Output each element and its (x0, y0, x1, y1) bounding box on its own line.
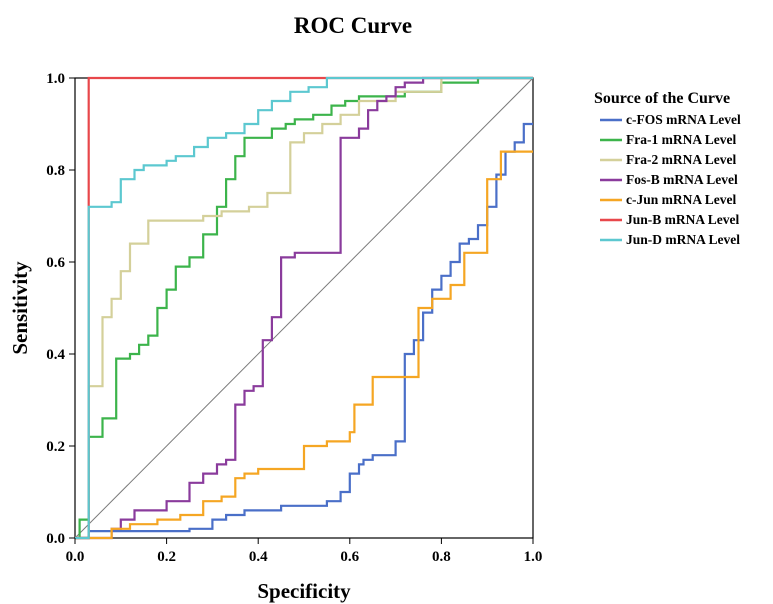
x-axis-title: Specificity (257, 579, 351, 603)
series-line-1 (75, 76, 533, 540)
series-layer (75, 76, 533, 540)
legend-title: Source of the Curve (594, 90, 730, 107)
y-axis-title: Sensitivity (8, 261, 32, 355)
legend: Source of the Curve c-FOS mRNA Level Fra-… (594, 90, 741, 247)
series-line-6 (75, 76, 533, 540)
legend-label-0: c-FOS mRNA Level (626, 112, 741, 127)
x-tick-label: 0.0 (66, 549, 85, 565)
plot-area (74, 76, 534, 540)
legend-label-5: Jun-B mRNA Level (626, 212, 740, 227)
legend-label-6: Jun-D mRNA Level (626, 232, 740, 247)
x-tick-label: 0.8 (432, 549, 451, 565)
x-tick-label: 1.0 (524, 549, 543, 565)
series-line-4 (75, 150, 533, 540)
legend-label-3: Fos-B mRNA Level (626, 172, 738, 187)
x-tick-label: 0.4 (249, 549, 268, 565)
x-axis-ticks: 0.0 0.2 0.4 0.6 0.8 1.0 (66, 538, 543, 565)
series-line-3 (75, 76, 533, 540)
y-tick-label: 0.0 (46, 531, 65, 547)
legend-label-1: Fra-1 mRNA Level (626, 132, 736, 147)
y-tick-label: 0.6 (46, 255, 65, 271)
y-tick-label: 0.4 (46, 347, 65, 363)
y-axis-ticks: 0.0 0.2 0.4 0.6 0.8 1.0 (46, 71, 75, 547)
y-tick-label: 0.2 (46, 439, 65, 455)
legend-label-2: Fra-2 mRNA Level (626, 152, 736, 167)
y-tick-label: 0.8 (46, 163, 65, 179)
legend-label-4: c-Jun mRNA Level (626, 192, 736, 207)
legend-items: c-FOS mRNA Level Fra-1 mRNA Level Fra-2 mR… (600, 112, 741, 247)
x-tick-label: 0.2 (157, 549, 176, 565)
series-line-2 (75, 76, 533, 540)
reference-diagonal (74, 77, 534, 539)
chart-title: ROC Curve (294, 13, 412, 38)
x-tick-label: 0.6 (340, 549, 359, 565)
y-tick-label: 1.0 (46, 71, 65, 87)
